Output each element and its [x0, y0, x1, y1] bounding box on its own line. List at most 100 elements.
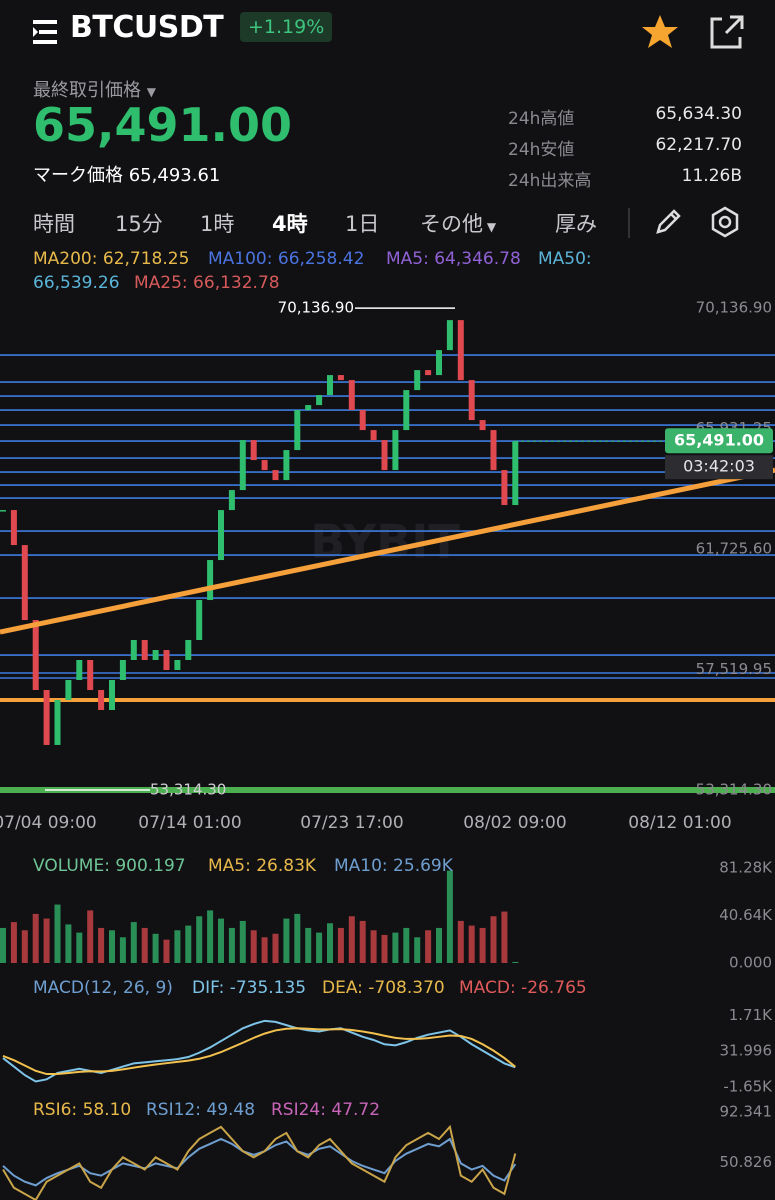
ma-legend: MA25: 66,132.78 [134, 273, 280, 293]
volume-bar [501, 911, 508, 963]
y-tick-label: 57,519.95 [696, 660, 772, 678]
symbol[interactable]: BTCUSDT [70, 10, 224, 45]
candle [218, 510, 224, 561]
volume-bar [348, 916, 355, 963]
volume-bar [414, 937, 421, 963]
y-tick-label: 70,136.90 [696, 299, 772, 317]
volume-bar [109, 930, 115, 963]
volume-bar [0, 927, 6, 963]
candle [457, 320, 464, 381]
mark-value: 65,493.61 [128, 165, 221, 186]
candle [425, 370, 432, 376]
candle [239, 440, 246, 491]
volume-bar [152, 933, 159, 963]
volume-bar [327, 923, 333, 963]
last-price-label[interactable]: 最終取引価格 ▼ [33, 80, 156, 101]
favorite-star[interactable] [640, 12, 680, 52]
mark-label: マーク価格 [33, 165, 123, 186]
candle [414, 370, 421, 391]
candle [119, 660, 126, 680]
candle [370, 430, 377, 441]
tab-more[interactable]: その他 ▼ [420, 212, 497, 236]
volume-bar [207, 910, 214, 963]
y-tick-label: 31.996 [720, 1042, 773, 1060]
candle [98, 689, 105, 710]
volume-bar [479, 927, 486, 963]
candle [446, 320, 453, 351]
candle [43, 689, 50, 745]
y-tick-label: 0.000 [729, 954, 772, 972]
candle [141, 640, 148, 661]
volume-bar [457, 920, 464, 963]
volume-bar [381, 934, 388, 963]
change-badge: +1.19% [240, 12, 333, 42]
ma-legend: MA50: [538, 249, 592, 269]
volume-bar [228, 927, 235, 963]
candle [403, 390, 410, 431]
last-price-tag [665, 428, 773, 454]
tab[interactable]: 15分 [115, 212, 163, 236]
tab[interactable]: 1日 [345, 212, 380, 236]
candle [152, 650, 159, 661]
share-icon[interactable] [706, 13, 746, 53]
volume-bar [21, 930, 28, 963]
candle [294, 410, 301, 451]
volume-bar [512, 961, 519, 963]
rsi-legend: RSI6: 58.10 [33, 1100, 132, 1120]
candle [381, 440, 388, 471]
x-tick-label: 07/14 01:00 [138, 813, 241, 833]
candle [10, 510, 17, 546]
ma-legend: MA5: 64,346.78 [386, 249, 521, 269]
tab[interactable]: 1時 [200, 212, 235, 236]
candle [436, 350, 442, 376]
tab-active[interactable]: 4時 [272, 212, 308, 236]
rsi6-line [2, 1124, 517, 1200]
volume-bar [370, 930, 377, 963]
volume-legend: MA10: 25.69K [334, 856, 453, 876]
tab[interactable]: 厚み [555, 212, 597, 236]
label-text: 最終取引価格 [33, 80, 141, 101]
candle [337, 375, 344, 381]
volume-bar [337, 927, 344, 963]
candle [0, 510, 6, 512]
volume-bar [261, 937, 268, 963]
high-label: 70,136.90 [278, 299, 354, 317]
macd-legend: DIF: -735.135 [192, 978, 307, 998]
volume-bar [305, 927, 312, 963]
volume-bar [250, 930, 257, 963]
y-tick-label: 50.826 [720, 1153, 773, 1171]
ma-legend: MA200: 62,718.25 [33, 249, 190, 269]
y-tick-label: 40.64K [719, 906, 773, 924]
volume-bar [446, 870, 453, 963]
candle [327, 375, 333, 396]
volume-bar [98, 927, 105, 963]
trendline [0, 467, 775, 635]
volume-bar [65, 924, 72, 963]
tab[interactable]: 時間 [33, 212, 75, 236]
volume-bar [490, 916, 497, 963]
volume-legend: VOLUME: 900.197 [33, 856, 186, 876]
stat-value: 62,217.70 [655, 135, 742, 155]
candle [250, 440, 257, 461]
volume-bar [87, 910, 94, 963]
candle [109, 679, 115, 710]
countdown-text: 03:42:03 [683, 457, 755, 476]
candle [468, 380, 475, 421]
candle [305, 405, 312, 411]
candle [163, 650, 170, 670]
settings-icon[interactable] [708, 205, 742, 239]
stat-label: 24h安値 [508, 140, 575, 160]
y-tick-label: 92.341 [720, 1102, 773, 1120]
volume-bar [239, 920, 246, 963]
dea-line [2, 1027, 516, 1076]
candle [65, 679, 72, 700]
y-tick-label: 81.28K [719, 859, 773, 877]
draw-tool[interactable] [652, 206, 684, 238]
volume-bar [130, 922, 137, 963]
menu-icon[interactable] [33, 18, 63, 46]
macd-legend: MACD(12, 26, 9) [33, 978, 173, 998]
candle [196, 600, 203, 641]
y-tick-label: 53,314.30 [696, 780, 772, 798]
volume-bar [163, 939, 170, 963]
